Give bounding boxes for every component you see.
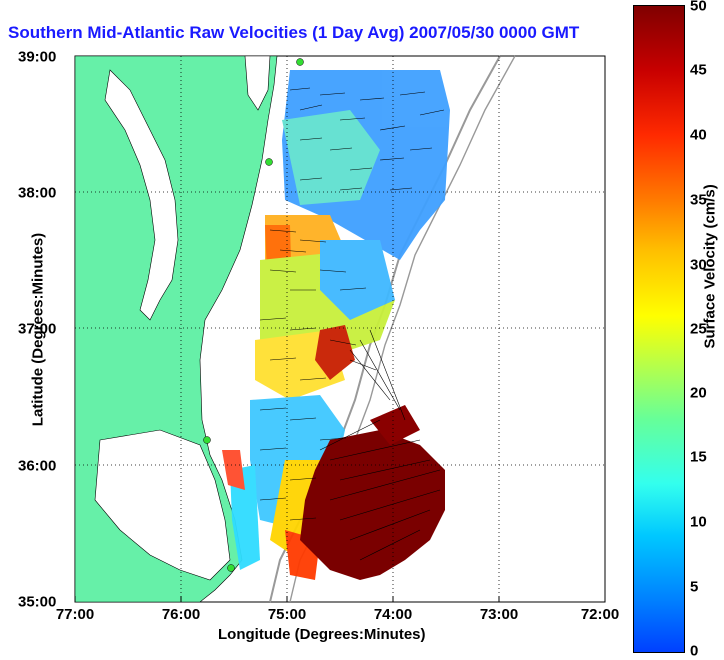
y-axis-label: Latitude (Degrees:Minutes) bbox=[29, 232, 47, 427]
y-tick-label: 36:00 bbox=[18, 457, 57, 475]
pamlico-sound bbox=[94, 429, 231, 581]
colorbar-tick-label: 20 bbox=[690, 384, 707, 402]
colorbar-tick-label: 30 bbox=[690, 256, 707, 274]
radar-site-marker bbox=[296, 58, 304, 66]
y-tick-label: 35:00 bbox=[18, 593, 57, 611]
x-tick-label: 76:00 bbox=[161, 606, 201, 623]
radar-site-marker bbox=[227, 564, 235, 572]
colorbar-tick-label: 10 bbox=[690, 513, 707, 531]
x-tick-label: 74:00 bbox=[373, 606, 413, 623]
map-title: Southern Mid-Atlantic Raw Velocities (1 … bbox=[8, 23, 580, 42]
colorbar-tick-label: 0 bbox=[690, 642, 699, 660]
colorbar-tick-label: 5 bbox=[690, 578, 699, 596]
colorbar-tick-label: 15 bbox=[690, 448, 707, 466]
radar-site-marker bbox=[265, 158, 273, 166]
x-tick-label: 73:00 bbox=[479, 606, 519, 623]
grid-lines bbox=[75, 56, 605, 602]
colorbar-label: Surface Velocity (cm/s) bbox=[701, 184, 719, 349]
bay-area bbox=[104, 69, 179, 321]
x-tick-label: 75:00 bbox=[267, 606, 307, 623]
colorbar bbox=[633, 5, 685, 653]
radar-site-marker bbox=[203, 436, 211, 444]
delaware-bay bbox=[244, 55, 271, 111]
colorbar-tick-label: 35 bbox=[690, 191, 707, 209]
high-velocity-region bbox=[300, 430, 445, 580]
colorbar-tick-label: 50 bbox=[690, 0, 707, 15]
radar-sites bbox=[203, 58, 304, 572]
velocity-field bbox=[222, 70, 450, 580]
y-tick-label: 38:00 bbox=[18, 184, 57, 202]
x-tick-label: 77:00 bbox=[55, 606, 95, 623]
x-axis-label: Longitude (Degrees:Minutes) bbox=[218, 626, 426, 643]
x-tick-label: 72:00 bbox=[580, 606, 620, 623]
colorbar-tick-label: 45 bbox=[690, 61, 707, 79]
y-tick-label: 37:00 bbox=[18, 320, 57, 338]
colorbar-tick-label: 40 bbox=[690, 126, 707, 144]
velocity-arrows bbox=[259, 87, 445, 561]
y-tick-label: 39:00 bbox=[18, 48, 57, 66]
colorbar-tick-label: 25 bbox=[690, 320, 707, 338]
high-velocity-region-2 bbox=[370, 405, 420, 445]
